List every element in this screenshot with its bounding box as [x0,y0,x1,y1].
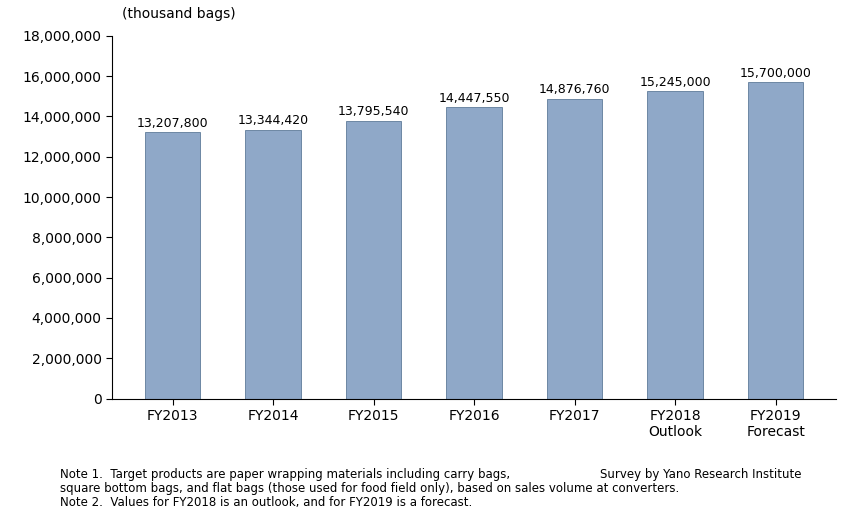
Text: Note 2.  Values for FY2018 is an outlook, and for FY2019 is a forecast.: Note 2. Values for FY2018 is an outlook,… [60,496,472,509]
Text: Survey by Yano Research Institute: Survey by Yano Research Institute [599,468,801,480]
Bar [145,132,200,399]
Bar [345,121,400,399]
Text: 14,876,760: 14,876,760 [538,83,610,96]
Text: square bottom bags, and flat bags (those used for food field only), based on sal: square bottom bags, and flat bags (those… [60,482,678,495]
Text: 13,207,800: 13,207,800 [137,117,208,130]
Bar [446,107,501,399]
Bar [245,130,300,399]
Text: 15,245,000: 15,245,000 [639,76,710,89]
Text: 14,447,550: 14,447,550 [438,92,509,105]
Bar [747,82,802,399]
Text: 13,795,540: 13,795,540 [338,105,409,118]
Bar [647,91,702,399]
Text: 13,344,420: 13,344,420 [238,114,308,127]
Text: 15,700,000: 15,700,000 [739,67,810,80]
Text: Note 1.  Target products are paper wrapping materials including carry bags,: Note 1. Target products are paper wrappi… [60,468,510,480]
Bar [547,99,602,399]
Text: (thousand bags): (thousand bags) [122,7,236,21]
